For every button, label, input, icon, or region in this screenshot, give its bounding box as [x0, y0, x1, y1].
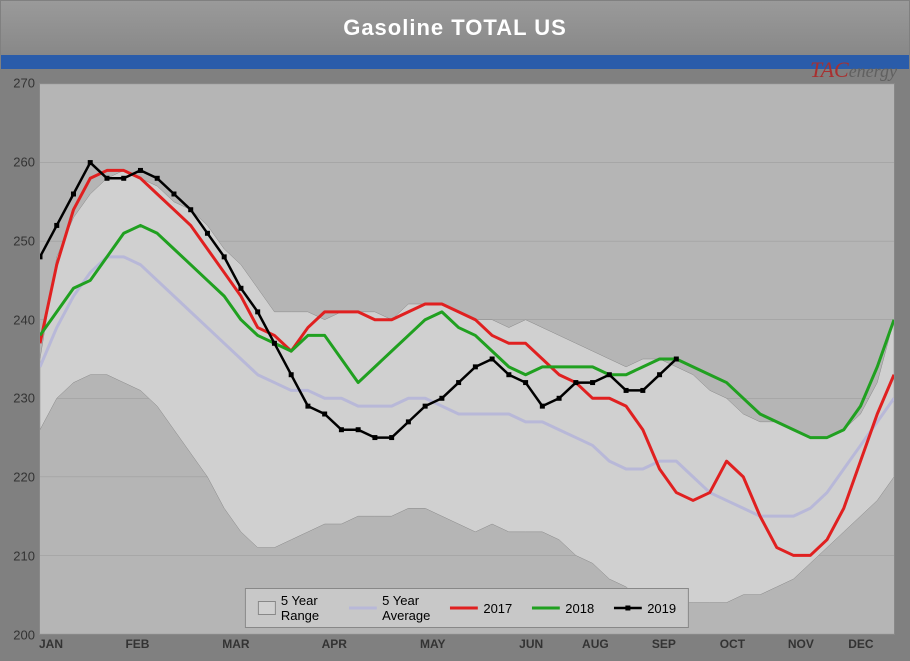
legend-label: 2019 [647, 601, 676, 616]
legend-item: 5 Year Average [349, 593, 430, 623]
legend-label: 5 Year Average [382, 593, 430, 623]
legend-swatch [450, 601, 478, 615]
chart-frame: Gasoline TOTAL US TACenergy 5 Year Range… [0, 0, 910, 661]
x-tick-label: APR [322, 637, 347, 651]
x-tick-label: JUN [519, 637, 543, 651]
y-tick-label: 200 [13, 628, 35, 643]
chart-title: Gasoline TOTAL US [343, 15, 567, 41]
chart-canvas [40, 84, 894, 634]
legend-item: 2019 [614, 601, 676, 616]
legend-item: 2017 [450, 601, 512, 616]
y-tick-label: 230 [13, 391, 35, 406]
logo-sub: energy [849, 61, 897, 81]
y-tick-label: 250 [13, 233, 35, 248]
y-tick-label: 260 [13, 154, 35, 169]
legend-swatch [614, 601, 642, 615]
legend-label: 2018 [565, 601, 594, 616]
legend-label: 2017 [483, 601, 512, 616]
y-tick-label: 240 [13, 312, 35, 327]
x-tick-label: MAY [420, 637, 446, 651]
y-tick-label: 270 [13, 76, 35, 91]
legend-item: 5 Year Range [258, 593, 329, 623]
y-axis: 200210220230240250260270 [9, 83, 37, 635]
y-tick-label: 220 [13, 470, 35, 485]
x-tick-label: FEB [125, 637, 149, 651]
legend-label: 5 Year Range [281, 593, 329, 623]
x-tick-label: NOV [788, 637, 814, 651]
x-tick-label: SEP [652, 637, 676, 651]
x-tick-label: JAN [39, 637, 63, 651]
y-tick-label: 210 [13, 549, 35, 564]
legend-item: 2018 [532, 601, 594, 616]
legend-swatch [258, 601, 276, 615]
title-bar: Gasoline TOTAL US [1, 1, 909, 55]
x-tick-label: AUG [582, 637, 609, 651]
x-axis: JAN FEB MAR APR MAY JUN AUG SEP OCT NOV DEC [39, 637, 895, 657]
x-tick-label: DEC [848, 637, 873, 651]
x-tick-label: OCT [720, 637, 745, 651]
logo-main: TAC [810, 57, 849, 82]
accent-band [1, 55, 909, 69]
plot-area: 5 Year Range 5 Year Average 2017 2018 2019 [39, 83, 895, 635]
brand-logo: TACenergy [810, 57, 897, 83]
legend-swatch [532, 601, 560, 615]
legend-swatch [349, 601, 377, 615]
legend: 5 Year Range 5 Year Average 2017 2018 2019 [245, 588, 689, 628]
x-tick-label: MAR [222, 637, 249, 651]
